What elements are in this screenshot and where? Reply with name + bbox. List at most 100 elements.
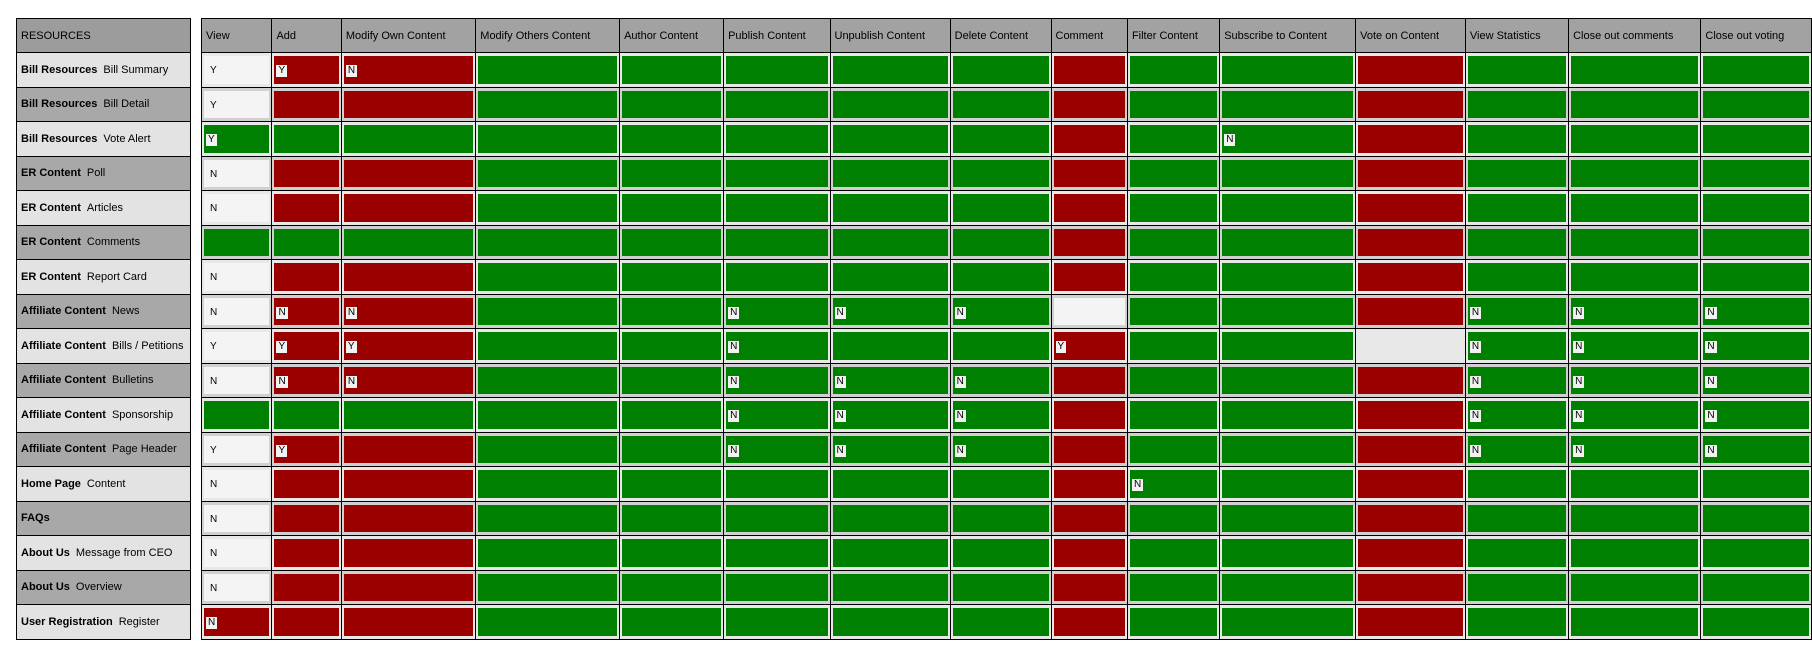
permission-cell[interactable]: N [200,535,273,571]
permission-cell[interactable] [829,604,951,640]
permission-cell[interactable] [1050,535,1128,571]
permission-cell[interactable] [949,155,1052,191]
permission-cell[interactable] [1050,52,1128,88]
permission-cell[interactable]: N [200,190,273,226]
permission-cell[interactable]: N [949,362,1052,398]
permission-cell[interactable] [619,535,725,571]
permission-cell[interactable] [1126,52,1221,88]
permission-cell[interactable] [475,500,621,536]
permission-cell[interactable] [1355,52,1466,88]
permission-cell[interactable]: N [200,259,273,295]
permission-cell[interactable] [723,121,831,157]
permission-cell[interactable]: N [200,500,273,536]
permission-cell[interactable]: Y [200,121,273,157]
permission-cell[interactable] [1219,431,1357,467]
permission-cell[interactable]: Y [200,328,273,364]
permission-cell[interactable]: N [949,431,1052,467]
permission-cell[interactable] [619,155,725,191]
permission-cell[interactable] [200,397,273,433]
permission-cell[interactable] [723,52,831,88]
permission-cell[interactable] [723,155,831,191]
permission-cell[interactable]: N [1464,431,1570,467]
permission-cell[interactable] [1568,52,1702,88]
permission-cell[interactable] [475,466,621,502]
permission-cell[interactable] [1126,328,1221,364]
permission-cell[interactable]: N [1568,328,1702,364]
permission-cell[interactable] [1050,121,1128,157]
permission-cell[interactable]: N [1464,293,1570,329]
permission-cell[interactable] [1700,121,1812,157]
permission-cell[interactable]: N [271,362,342,398]
permission-cell[interactable] [1355,155,1466,191]
permission-cell[interactable] [1219,500,1357,536]
permission-cell[interactable] [723,466,831,502]
permission-cell[interactable] [1568,121,1702,157]
permission-cell[interactable] [1050,362,1128,398]
permission-cell[interactable] [1219,190,1357,226]
permission-cell[interactable] [829,535,951,571]
permission-cell[interactable] [475,431,621,467]
permission-cell[interactable] [1219,466,1357,502]
permission-cell[interactable] [1355,500,1466,536]
permission-cell[interactable] [340,224,477,260]
permission-cell[interactable] [340,86,477,122]
permission-cell[interactable] [340,466,477,502]
permission-cell[interactable] [619,328,725,364]
permission-cell[interactable] [340,500,477,536]
permission-cell[interactable] [1355,362,1466,398]
permission-cell[interactable] [723,569,831,605]
permission-cell[interactable] [1464,52,1570,88]
permission-cell[interactable] [340,121,477,157]
permission-cell[interactable] [1219,155,1357,191]
permission-cell[interactable] [271,500,342,536]
permission-cell[interactable] [949,604,1052,640]
permission-cell[interactable] [949,52,1052,88]
permission-cell[interactable] [1355,190,1466,226]
permission-cell[interactable] [271,535,342,571]
permission-cell[interactable] [1219,52,1357,88]
permission-cell[interactable] [1050,224,1128,260]
permission-cell[interactable] [1050,86,1128,122]
permission-cell[interactable]: N [829,293,951,329]
permission-cell[interactable] [340,535,477,571]
permission-cell[interactable] [1050,431,1128,467]
permission-cell[interactable]: N [1568,362,1702,398]
permission-cell[interactable]: N [829,397,951,433]
permission-cell[interactable]: Y [271,52,342,88]
permission-cell[interactable] [1126,535,1221,571]
permission-cell[interactable] [1464,259,1570,295]
permission-cell[interactable]: N [723,328,831,364]
permission-cell[interactable]: N [723,293,831,329]
permission-cell[interactable] [829,155,951,191]
permission-cell[interactable]: N [1700,362,1812,398]
permission-cell[interactable] [1568,535,1702,571]
permission-cell[interactable] [949,224,1052,260]
permission-cell[interactable] [619,362,725,398]
permission-cell[interactable] [340,155,477,191]
permission-cell[interactable] [1126,259,1221,295]
permission-cell[interactable] [1219,86,1357,122]
permission-cell[interactable] [475,52,621,88]
permission-cell[interactable]: N [949,397,1052,433]
permission-cell[interactable] [949,466,1052,502]
permission-cell[interactable] [1126,569,1221,605]
permission-cell[interactable] [1126,431,1221,467]
permission-cell[interactable] [829,224,951,260]
permission-cell[interactable] [1126,362,1221,398]
permission-cell[interactable] [1568,190,1702,226]
permission-cell[interactable] [271,604,342,640]
permission-cell[interactable] [340,397,477,433]
permission-cell[interactable]: Y [1050,328,1128,364]
permission-cell[interactable]: N [271,293,342,329]
permission-cell[interactable] [1464,224,1570,260]
permission-cell[interactable]: N [1568,431,1702,467]
permission-cell[interactable]: Y [340,328,477,364]
permission-cell[interactable] [1568,86,1702,122]
permission-cell[interactable]: N [200,604,273,640]
permission-cell[interactable] [619,224,725,260]
permission-cell[interactable]: N [829,431,951,467]
permission-cell[interactable]: N [1464,362,1570,398]
permission-cell[interactable] [1126,500,1221,536]
permission-cell[interactable] [829,328,951,364]
permission-cell[interactable] [619,500,725,536]
